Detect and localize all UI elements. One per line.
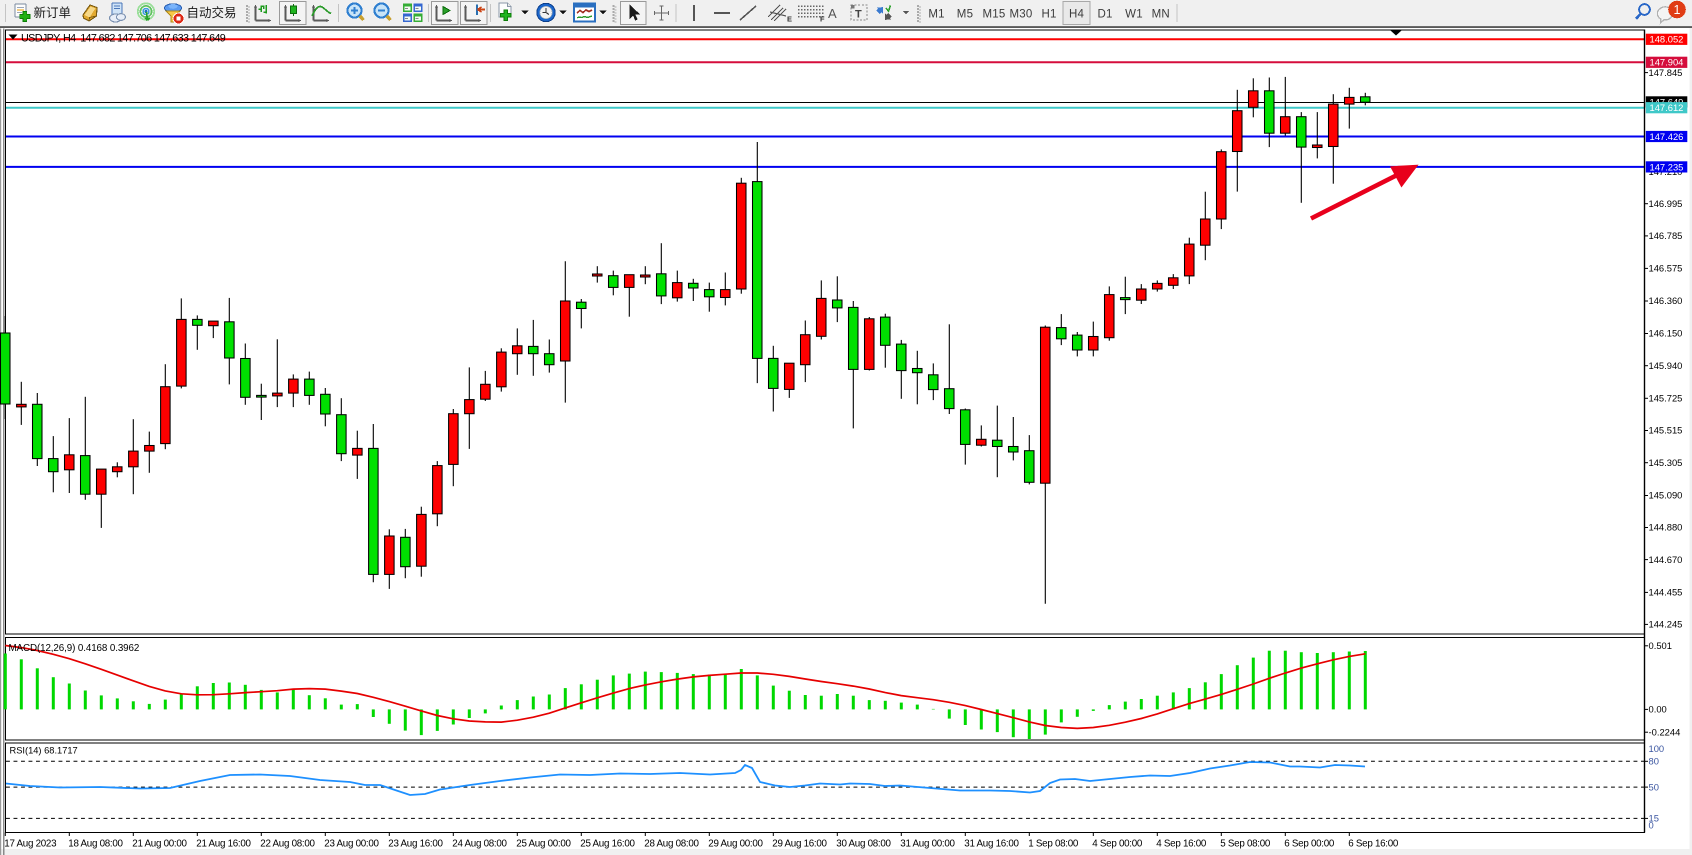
svg-text:E: E: [787, 15, 792, 24]
svg-text:21 Aug 00:00: 21 Aug 00:00: [132, 838, 187, 849]
svg-text:23 Aug 00:00: 23 Aug 00:00: [324, 838, 379, 849]
svg-text:80: 80: [1649, 756, 1659, 767]
svg-text:147.612: 147.612: [1650, 102, 1684, 113]
svg-text:145.725: 145.725: [1649, 393, 1683, 404]
svg-text:6 Sep 00:00: 6 Sep 00:00: [1284, 838, 1335, 849]
svg-text:28 Aug 08:00: 28 Aug 08:00: [644, 838, 699, 849]
svg-text:145.515: 145.515: [1649, 425, 1683, 436]
svg-text:MACD(12,26,9) 0.4168 0.3962: MACD(12,26,9) 0.4168 0.3962: [9, 643, 140, 654]
svg-text:144.455: 144.455: [1649, 587, 1683, 598]
svg-text:146.150: 146.150: [1649, 328, 1683, 339]
svg-text:31 Aug 16:00: 31 Aug 16:00: [964, 838, 1019, 849]
svg-text:0: 0: [1649, 820, 1654, 831]
svg-text:100: 100: [1649, 743, 1665, 754]
svg-text:147.649: 147.649: [1650, 96, 1684, 107]
svg-text:18 Aug 08:00: 18 Aug 08:00: [68, 838, 123, 849]
svg-text:0.00: 0.00: [1649, 704, 1667, 715]
svg-text:F: F: [820, 15, 825, 24]
svg-text:144.245: 144.245: [1649, 619, 1683, 630]
svg-text:USDJPY, H4 147.682 147.706 14: USDJPY, H4 147.682 147.706 147.633 147.6…: [21, 32, 226, 44]
svg-text:145.090: 145.090: [1649, 490, 1683, 501]
svg-text:M30: M30: [1010, 9, 1033, 21]
svg-text:24 Aug 08:00: 24 Aug 08:00: [452, 838, 507, 849]
svg-text:50: 50: [1649, 781, 1659, 792]
svg-text:D1: D1: [1097, 9, 1112, 21]
svg-text:RSI(14) 68.1717: RSI(14) 68.1717: [10, 746, 78, 756]
svg-text:147.426: 147.426: [1650, 131, 1684, 142]
svg-text:17 Aug 2023: 17 Aug 2023: [4, 838, 57, 849]
svg-text:146.995: 146.995: [1649, 198, 1683, 209]
svg-text:23 Aug 16:00: 23 Aug 16:00: [388, 838, 443, 849]
svg-text:147.235: 147.235: [1650, 161, 1684, 172]
svg-text:-0.2244: -0.2244: [1649, 726, 1681, 737]
svg-text:25 Aug 00:00: 25 Aug 00:00: [516, 838, 571, 849]
svg-text:新订单: 新订单: [34, 5, 72, 20]
svg-text:5 Sep 08:00: 5 Sep 08:00: [1220, 838, 1271, 849]
svg-text:6 Sep 16:00: 6 Sep 16:00: [1348, 838, 1399, 849]
svg-text:MN: MN: [1152, 9, 1170, 21]
svg-text:15: 15: [1649, 813, 1659, 824]
svg-text:22 Aug 08:00: 22 Aug 08:00: [260, 838, 315, 849]
svg-text:144.670: 144.670: [1649, 554, 1683, 565]
svg-text:M15: M15: [983, 9, 1006, 21]
svg-text:146.360: 146.360: [1649, 295, 1683, 306]
svg-text:148.052: 148.052: [1650, 34, 1684, 45]
svg-text:4 Sep 00:00: 4 Sep 00:00: [1092, 838, 1143, 849]
svg-text:自动交易: 自动交易: [187, 5, 237, 20]
svg-text:4 Sep 16:00: 4 Sep 16:00: [1156, 838, 1207, 849]
svg-text:25 Aug 16:00: 25 Aug 16:00: [580, 838, 635, 849]
svg-text:144.880: 144.880: [1649, 522, 1683, 533]
svg-text:30 Aug 08:00: 30 Aug 08:00: [836, 838, 891, 849]
svg-text:29 Aug 00:00: 29 Aug 00:00: [708, 838, 763, 849]
svg-text:147.904: 147.904: [1650, 57, 1684, 68]
svg-text:0.501: 0.501: [1649, 640, 1672, 651]
svg-text:145.940: 145.940: [1649, 360, 1683, 371]
svg-text:146.785: 146.785: [1649, 230, 1683, 241]
svg-text:M1: M1: [928, 9, 944, 21]
svg-text:1: 1: [1674, 3, 1681, 17]
svg-text:H4: H4: [1069, 9, 1085, 21]
svg-text:146.575: 146.575: [1649, 263, 1683, 274]
svg-text:31 Aug 00:00: 31 Aug 00:00: [900, 838, 955, 849]
svg-text:T: T: [855, 9, 862, 21]
svg-text:21 Aug 16:00: 21 Aug 16:00: [196, 838, 251, 849]
svg-text:145.305: 145.305: [1649, 457, 1683, 468]
svg-text:29 Aug 16:00: 29 Aug 16:00: [772, 838, 827, 849]
svg-text:147.845: 147.845: [1649, 67, 1683, 78]
svg-text:1 Sep 08:00: 1 Sep 08:00: [1028, 838, 1079, 849]
svg-text:M5: M5: [957, 9, 973, 21]
svg-text:A: A: [828, 6, 837, 21]
svg-text:H1: H1: [1041, 9, 1056, 21]
svg-text:W1: W1: [1125, 9, 1143, 21]
